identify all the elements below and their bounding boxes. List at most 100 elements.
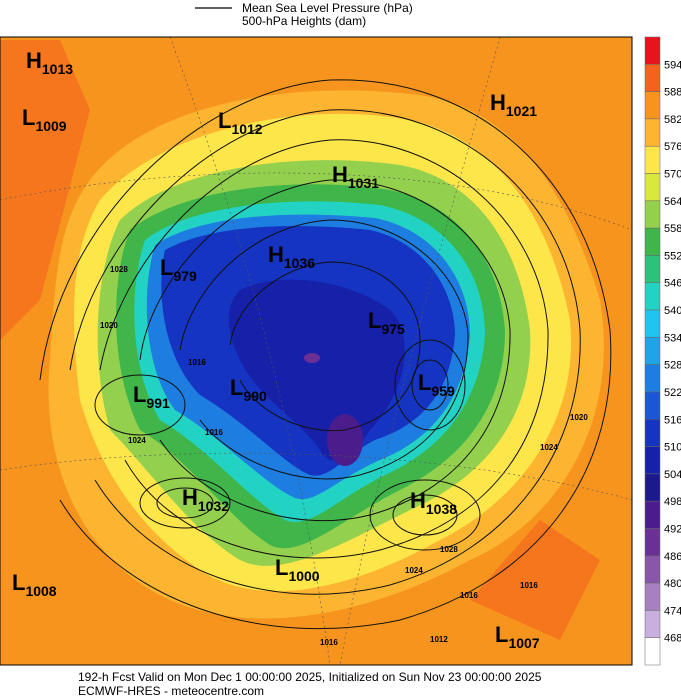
contour: [139, 179, 511, 522]
contour-label: 1016: [520, 581, 538, 590]
pressure-center: L1007: [495, 622, 540, 651]
center-value: 979: [173, 268, 197, 284]
center-value: 1007: [508, 635, 539, 651]
colorbar-box: [644, 582, 661, 611]
colorbar-label: 522: [664, 387, 681, 399]
contour-label: 1024: [405, 566, 423, 575]
legend-text: 500-hPa Heights (dam): [242, 14, 366, 28]
region: [228, 279, 405, 461]
pressure-center: H1013: [26, 48, 73, 77]
center-letter: L: [22, 105, 35, 130]
center-letter: L: [418, 370, 431, 395]
contour-label: 1028: [110, 265, 128, 274]
center-value: 1012: [231, 121, 262, 137]
center-value: 1013: [42, 61, 73, 77]
center-letter: H: [410, 488, 426, 513]
region: [0, 40, 90, 340]
colorbar-label: 480: [664, 578, 681, 590]
center-value: 1021: [506, 103, 537, 119]
center-value: 1038: [426, 501, 457, 517]
colorbar-label: 516: [664, 414, 681, 426]
colorbar-box: [644, 227, 661, 256]
colorbar-box: [644, 118, 661, 147]
map: [0, 36, 633, 666]
center-letter: L: [133, 382, 146, 407]
colorbar-box: [644, 200, 661, 229]
center-letter: L: [12, 570, 25, 595]
pressure-center: L1000: [275, 555, 320, 584]
colorbar-label: 594: [664, 59, 681, 71]
colorbar-label: 552: [664, 250, 681, 262]
colorbar-box: [644, 500, 661, 529]
colorbar-label: 504: [664, 469, 681, 481]
pressure-center: L1009: [22, 105, 67, 134]
pressure-center: H1021: [490, 90, 537, 119]
region: [327, 414, 363, 466]
colorbar-label: 528: [664, 360, 681, 372]
center-value: 959: [431, 383, 455, 399]
pressure-center: H1038: [410, 488, 457, 517]
center-value: 990: [243, 388, 267, 404]
center-letter: H: [268, 242, 284, 267]
footer-text: 192-h Fcst Valid on Mon Dec 1 00:00:00 2…: [78, 670, 542, 684]
contour: [139, 477, 231, 529]
region: [470, 520, 600, 640]
contour-label: 1016: [320, 638, 338, 647]
contour-label: 1028: [440, 545, 458, 554]
contour: [94, 374, 186, 436]
colorbar-box: [644, 337, 661, 365]
center-letter: L: [160, 255, 173, 280]
colorbar-label: 474: [664, 605, 681, 617]
pressure-center: L991: [133, 382, 170, 411]
pressure-center: L959: [418, 370, 455, 399]
contour: [394, 339, 466, 431]
colorbar-box: [644, 419, 661, 447]
center-value: 1009: [35, 118, 66, 134]
colorbar-box: [644, 364, 661, 393]
pressure-center: H1036: [268, 242, 315, 271]
contour-label: 1020: [100, 321, 118, 330]
contour-label: 1020: [570, 413, 588, 422]
colorbar-label: 546: [664, 278, 681, 290]
contour: [179, 219, 469, 480]
colorbar-box: [644, 528, 661, 557]
colorbar-label: 486: [664, 551, 681, 563]
center-letter: H: [26, 48, 42, 73]
center-letter: H: [490, 90, 506, 115]
center-letter: H: [332, 162, 348, 187]
colorbar-box: [644, 446, 661, 475]
center-value: 991: [146, 395, 170, 411]
contour-label: 1024: [540, 443, 558, 452]
pressure-center: H1032: [182, 485, 229, 514]
colorbar-label: 570: [664, 169, 681, 181]
contour: [99, 139, 549, 559]
contour-label: 1024: [128, 436, 146, 445]
center-letter: L: [368, 308, 381, 333]
contour: [156, 487, 214, 519]
colorbar-box: [644, 610, 661, 638]
center-value: 1032: [198, 498, 229, 514]
contour: [369, 479, 481, 551]
colorbar-box: [644, 555, 661, 584]
colorbar-label: 468: [664, 633, 681, 645]
center-letter: L: [275, 555, 288, 580]
center-letter: L: [495, 622, 508, 647]
footer-text: ECMWF-HRES - meteocentre.com: [78, 684, 264, 698]
colorbar-box: [644, 64, 661, 92]
center-value: 1031: [348, 175, 379, 191]
pressure-center: L1008: [12, 570, 57, 599]
colorbar-label: 492: [664, 523, 681, 535]
colorbar-label: 540: [664, 305, 681, 317]
center-value: 1008: [25, 583, 56, 599]
colorbar-label: 564: [664, 196, 681, 208]
pressure-center: L975: [368, 308, 405, 337]
pressure-center: L1012: [218, 108, 263, 137]
contour: [229, 261, 421, 432]
pressure-center: L990: [230, 375, 267, 404]
colorbar-label: 510: [664, 442, 681, 454]
pressure-center: H1031: [332, 162, 379, 191]
colorbar-box: [644, 91, 661, 120]
center-letter: L: [218, 108, 231, 133]
colorbar-box: [644, 282, 661, 311]
